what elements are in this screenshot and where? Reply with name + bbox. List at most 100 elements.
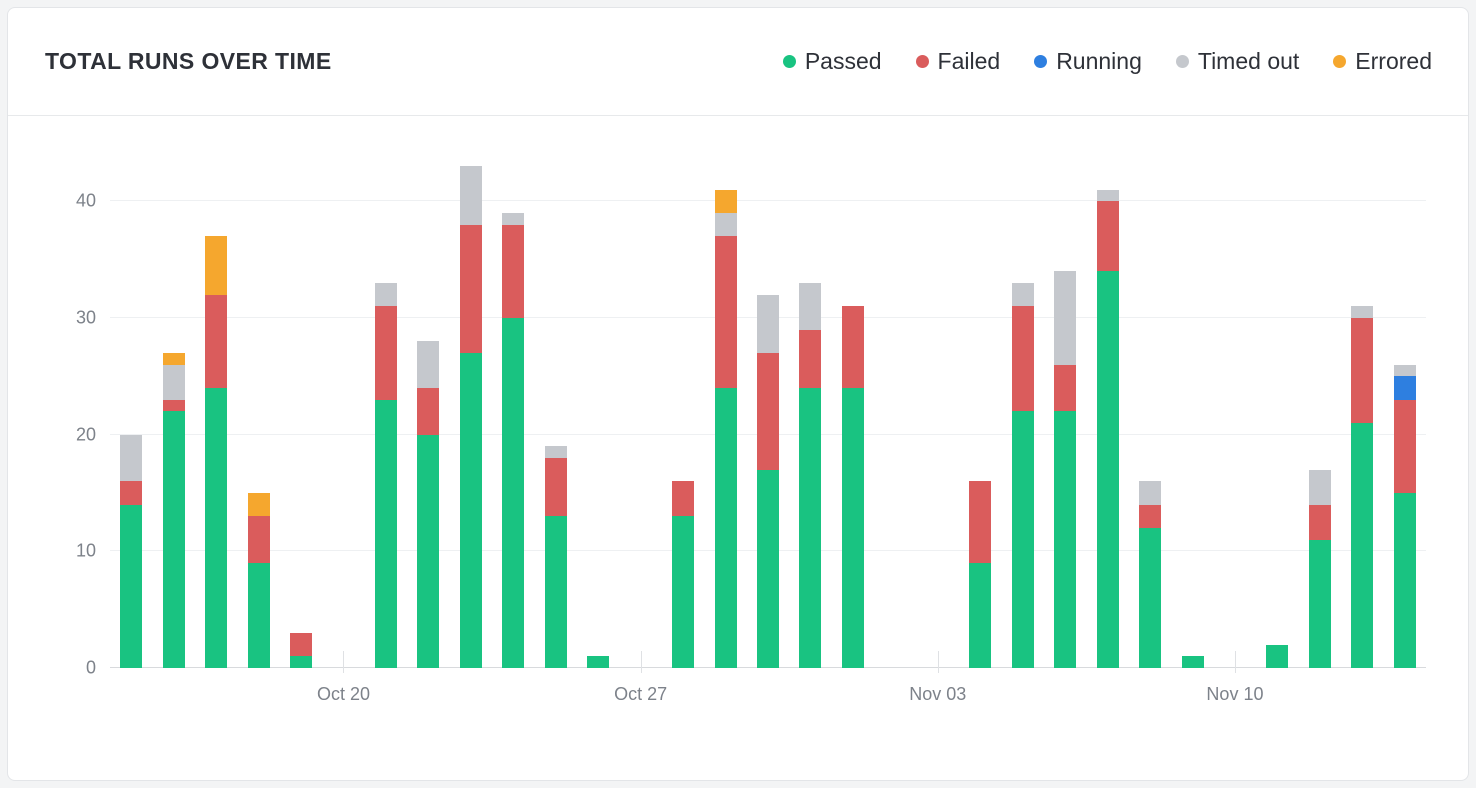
bar-segment-timed-out[interactable] [714,213,737,237]
bar-segment-timed-out[interactable] [374,283,397,307]
bar-oct-18[interactable] [247,143,270,668]
bar-segment-failed[interactable] [120,481,143,505]
bar-oct-29[interactable] [714,143,737,668]
bar-nov-11[interactable] [1266,143,1289,668]
legend-item-passed[interactable]: Passed [782,48,882,75]
bar-segment-failed[interactable] [459,224,482,353]
bar-segment-passed[interactable] [714,388,737,668]
bar-segment-timed-out[interactable] [1139,481,1162,505]
bar-segment-failed[interactable] [544,458,567,517]
bar-oct-22[interactable] [417,143,440,668]
bar-segment-passed[interactable] [247,563,270,668]
bar-nov-09[interactable] [1181,143,1204,668]
bar-segment-passed[interactable] [757,469,779,668]
bar-oct-25[interactable] [544,143,567,668]
bar-segment-failed[interactable] [672,481,695,517]
bar-segment-failed[interactable] [1011,306,1034,412]
bar-segment-errored[interactable] [247,493,270,517]
bar-segment-passed[interactable] [459,353,482,668]
bar-segment-failed[interactable] [1139,504,1162,528]
bar-nov-14[interactable] [1393,143,1416,668]
bar-oct-19[interactable] [290,143,313,668]
bar-segment-passed[interactable] [1266,644,1289,668]
bar-segment-timed-out[interactable] [120,434,143,482]
bar-segment-failed[interactable] [374,306,397,400]
bar-oct-16[interactable] [162,143,185,668]
bar-segment-passed[interactable] [587,656,610,668]
bar-segment-timed-out[interactable] [417,341,440,389]
bar-segment-passed[interactable] [969,563,992,668]
bar-nov-06[interactable] [1054,143,1077,668]
bar-segment-timed-out[interactable] [799,283,822,330]
bar-segment-passed[interactable] [162,411,185,668]
bar-segment-timed-out[interactable] [1351,306,1374,318]
bar-nov-04[interactable] [969,143,992,668]
bar-nov-01[interactable] [841,143,864,668]
bar-segment-passed[interactable] [544,516,567,668]
bar-segment-errored[interactable] [205,236,228,295]
bar-segment-running[interactable] [1393,376,1416,400]
bar-oct-31[interactable] [799,143,822,668]
bar-segment-passed[interactable] [1308,539,1331,668]
bar-oct-15[interactable] [120,143,143,668]
bar-segment-errored[interactable] [714,189,737,214]
bar-segment-timed-out[interactable] [1054,271,1077,365]
bar-segment-failed[interactable] [969,481,992,563]
bar-segment-failed[interactable] [502,224,525,318]
bar-segment-failed[interactable] [757,353,779,470]
bar-segment-failed[interactable] [799,329,822,388]
bar-segment-passed[interactable] [1181,656,1204,668]
bar-segment-timed-out[interactable] [757,294,779,354]
bar-nov-13[interactable] [1351,143,1374,668]
bar-segment-passed[interactable] [799,388,822,668]
bar-segment-failed[interactable] [1351,318,1374,423]
bar-segment-passed[interactable] [205,388,228,668]
bar-segment-timed-out[interactable] [544,446,567,459]
bar-segment-timed-out[interactable] [1096,189,1119,202]
bar-segment-failed[interactable] [417,388,440,435]
bar-segment-passed[interactable] [374,399,397,668]
bar-segment-timed-out[interactable] [162,364,185,400]
bar-nov-07[interactable] [1096,143,1119,668]
bar-nov-08[interactable] [1139,143,1162,668]
bar-oct-17[interactable] [205,143,228,668]
bar-segment-failed[interactable] [841,306,864,388]
bar-segment-passed[interactable] [672,516,695,668]
bar-oct-26[interactable] [587,143,610,668]
bar-oct-21[interactable] [374,143,397,668]
bar-nov-05[interactable] [1011,143,1034,668]
bar-segment-passed[interactable] [1139,528,1162,668]
bar-segment-failed[interactable] [247,516,270,563]
bar-segment-timed-out[interactable] [1308,469,1331,505]
bar-segment-passed[interactable] [417,434,440,668]
bar-segment-failed[interactable] [714,236,737,388]
bar-oct-23[interactable] [459,143,482,668]
legend-item-failed[interactable]: Failed [915,48,1000,75]
bar-segment-failed[interactable] [205,294,228,388]
legend-item-running[interactable]: Running [1034,48,1142,75]
bar-segment-failed[interactable] [1308,504,1331,540]
bar-segment-passed[interactable] [1393,493,1416,668]
bar-segment-passed[interactable] [502,318,525,668]
bar-segment-timed-out[interactable] [1393,364,1416,377]
bar-segment-failed[interactable] [162,399,185,412]
legend-item-errored[interactable]: Errored [1333,48,1432,75]
bar-segment-failed[interactable] [1096,201,1119,272]
bar-nov-12[interactable] [1308,143,1331,668]
bar-segment-timed-out[interactable] [459,166,482,225]
bar-oct-28[interactable] [672,143,695,668]
bar-segment-passed[interactable] [1351,423,1374,668]
bar-segment-passed[interactable] [841,388,864,668]
bar-segment-timed-out[interactable] [502,213,525,225]
legend-item-timed-out[interactable]: Timed out [1175,48,1299,75]
bar-segment-failed[interactable] [1054,364,1077,412]
bar-segment-passed[interactable] [290,656,313,668]
bar-segment-passed[interactable] [1096,271,1119,668]
bar-oct-30[interactable] [757,143,779,668]
bar-segment-errored[interactable] [162,353,185,365]
bar-segment-passed[interactable] [1011,411,1034,668]
bar-segment-passed[interactable] [120,504,143,668]
bar-oct-24[interactable] [502,143,525,668]
bar-segment-passed[interactable] [1054,411,1077,668]
bar-segment-failed[interactable] [1393,399,1416,493]
